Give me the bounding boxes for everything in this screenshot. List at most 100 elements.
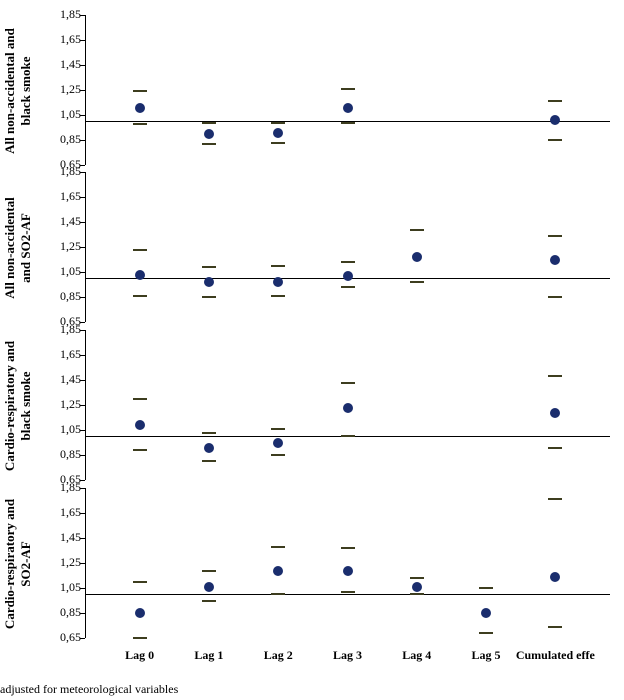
ci-lower-cap (410, 281, 424, 283)
estimate-point (135, 420, 145, 430)
estimate-point (412, 252, 422, 262)
ytick-label: 1,45 (60, 530, 81, 545)
ci-upper-cap (548, 498, 562, 500)
ci-upper-cap (202, 432, 216, 434)
plot-area: 0,650,851,051,251,451,651,85 (85, 172, 610, 322)
ytick-label: 1,85 (60, 164, 81, 179)
reference-line (85, 594, 610, 595)
ci-lower-cap (133, 295, 147, 297)
ytick-label: 1,65 (60, 32, 81, 47)
ci-lower-cap (410, 593, 424, 595)
estimate-point (343, 403, 353, 413)
ci-lower-cap (341, 435, 355, 437)
ci-upper-cap (341, 382, 355, 384)
ci-lower-cap (479, 632, 493, 634)
ytick-label: 1,05 (60, 107, 81, 122)
y-axis (85, 172, 86, 322)
figure-stage: { "figure_width": 624, "figure_height": … (0, 0, 624, 700)
ci-lower-cap (341, 591, 355, 593)
ci-upper-cap (410, 229, 424, 231)
ci-upper-cap (410, 577, 424, 579)
ytick-label: 1,05 (60, 264, 81, 279)
ytick-label: 0,85 (60, 447, 81, 462)
ytick-label: 1,25 (60, 397, 81, 412)
plot-area: 0,650,851,051,251,451,651,85 (85, 488, 610, 638)
ci-lower-cap (202, 460, 216, 462)
estimate-point (550, 255, 560, 265)
ytick-label: 0,85 (60, 289, 81, 304)
ci-upper-cap (202, 122, 216, 124)
ytick-label: 1,85 (60, 322, 81, 337)
ytick-label: 1,85 (60, 480, 81, 495)
estimate-point (343, 103, 353, 113)
ci-lower-cap (341, 286, 355, 288)
ci-upper-cap (341, 88, 355, 90)
ytick-label: 0,65 (60, 630, 81, 645)
ci-lower-cap (548, 139, 562, 141)
ci-upper-cap (341, 547, 355, 549)
ci-upper-cap (271, 428, 285, 430)
ytick-label: 0,85 (60, 132, 81, 147)
estimate-point (550, 408, 560, 418)
estimate-point (204, 443, 214, 453)
estimate-point (481, 608, 491, 618)
ci-upper-cap (341, 261, 355, 263)
estimate-point (550, 115, 560, 125)
plot-area: 0,650,851,051,251,451,651,85 (85, 330, 610, 480)
ci-lower-cap (133, 123, 147, 125)
ci-lower-cap (202, 600, 216, 602)
ytick-label: 1,85 (60, 7, 81, 22)
ci-lower-cap (271, 142, 285, 144)
estimate-point (273, 277, 283, 287)
panel-ylabel: All non-accidental and black smoke (2, 16, 34, 166)
estimate-point (273, 438, 283, 448)
estimate-point (412, 582, 422, 592)
ci-upper-cap (133, 398, 147, 400)
ci-upper-cap (548, 235, 562, 237)
ci-upper-cap (271, 122, 285, 124)
ytick-label: 1,25 (60, 555, 81, 570)
estimate-point (204, 129, 214, 139)
ytick-label: 0,85 (60, 605, 81, 620)
plot-area: 0,650,851,051,251,451,651,85 (85, 15, 610, 165)
ci-lower-cap (133, 637, 147, 639)
ci-lower-cap (202, 296, 216, 298)
estimate-point (550, 572, 560, 582)
ci-lower-cap (548, 626, 562, 628)
ytick-label: 1,65 (60, 505, 81, 520)
ci-lower-cap (202, 143, 216, 145)
ci-upper-cap (548, 100, 562, 102)
estimate-point (135, 103, 145, 113)
ci-upper-cap (133, 249, 147, 251)
estimate-point (273, 128, 283, 138)
ci-lower-cap (271, 295, 285, 297)
estimate-point (135, 270, 145, 280)
footnote: adjusted for meteorological variables (0, 682, 178, 697)
ci-upper-cap (271, 546, 285, 548)
ci-upper-cap (202, 266, 216, 268)
ytick-label: 1,45 (60, 372, 81, 387)
y-axis (85, 330, 86, 480)
ci-upper-cap (202, 570, 216, 572)
ci-upper-cap (479, 587, 493, 589)
ytick-label: 1,05 (60, 580, 81, 595)
ytick-label: 1,65 (60, 347, 81, 362)
ci-lower-cap (341, 122, 355, 124)
ci-upper-cap (133, 581, 147, 583)
ytick-label: 1,45 (60, 214, 81, 229)
y-axis (85, 488, 86, 638)
ci-lower-cap (548, 447, 562, 449)
estimate-point (204, 582, 214, 592)
ci-lower-cap (271, 593, 285, 595)
ci-lower-cap (271, 454, 285, 456)
x-category-label: Cumulated effe (505, 648, 605, 663)
panel-ylabel: Cardio-respiratory and SO2-AF (2, 489, 34, 639)
ci-upper-cap (271, 265, 285, 267)
panel-ylabel: Cardio-respiratory and black smoke (2, 331, 34, 481)
ci-upper-cap (133, 90, 147, 92)
ci-lower-cap (133, 449, 147, 451)
ytick-label: 1,25 (60, 239, 81, 254)
y-axis (85, 15, 86, 165)
estimate-point (135, 608, 145, 618)
estimate-point (204, 277, 214, 287)
